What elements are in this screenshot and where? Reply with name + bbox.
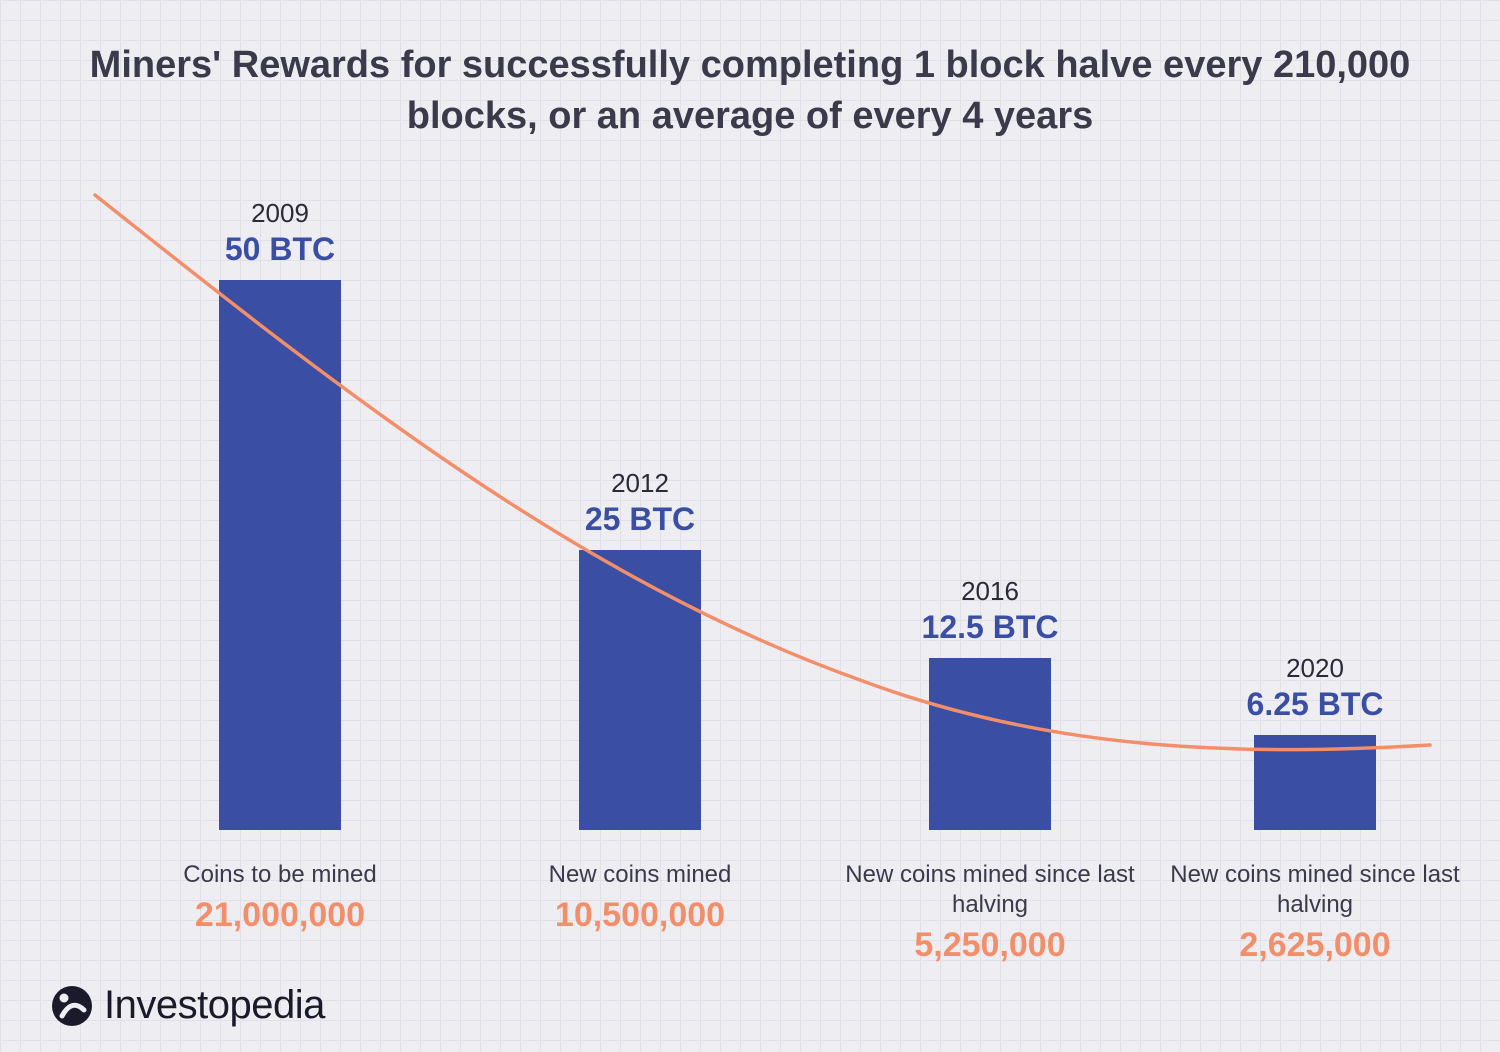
bar-column: 201612.5 BTC [830,576,1150,830]
footer-value: 5,250,000 [830,926,1150,965]
chart-title: Miners' Rewards for successfully complet… [0,40,1500,143]
footer-value: 2,625,000 [1155,926,1475,965]
btc-label: 6.25 BTC [1247,686,1384,723]
bar-column: 200950 BTC [120,198,440,830]
footer-label: New coins mined since last halving [830,860,1150,920]
bar [579,550,701,830]
footer-label: New coins mined since last halving [1155,860,1475,920]
logo-text: Investopedia [104,983,325,1028]
btc-label: 12.5 BTC [922,609,1059,646]
footer-column: Coins to be mined 21,000,000 [120,860,440,935]
footer-value: 10,500,000 [480,896,800,935]
year-label: 2009 [251,198,309,229]
bar-column: 201225 BTC [480,468,800,830]
bar-column: 20206.25 BTC [1155,653,1475,830]
chart-area: 200950 BTC201225 BTC201612.5 BTC20206.25… [60,190,1440,830]
logo-icon [50,984,94,1028]
investopedia-logo: Investopedia [50,983,325,1028]
btc-label: 25 BTC [585,501,695,538]
footer-column: New coins mined since last halving 2,625,… [1155,860,1475,965]
bar [219,280,341,830]
year-label: 2016 [961,576,1019,607]
footer-value: 21,000,000 [120,896,440,935]
year-label: 2012 [611,468,669,499]
footer-label: New coins mined [480,860,800,890]
year-label: 2020 [1286,653,1344,684]
footer-label: Coins to be mined [120,860,440,890]
btc-label: 50 BTC [225,231,335,268]
bar [1254,735,1376,830]
footer-column: New coins mined since last halving 5,250,… [830,860,1150,965]
bar [929,658,1051,830]
footer-column: New coins mined 10,500,000 [480,860,800,935]
